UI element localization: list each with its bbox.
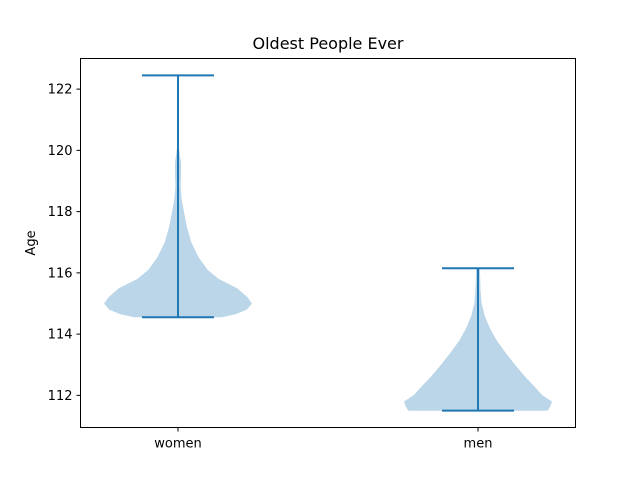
- y-tick-label: 112: [48, 389, 73, 404]
- y-tick-label: 114: [48, 328, 73, 343]
- y-axis-label: Age: [24, 230, 39, 255]
- y-axis: 112 114 116 118 120 122: [48, 83, 81, 404]
- x-tick-label: men: [464, 437, 493, 452]
- y-tick-label: 120: [48, 144, 73, 159]
- x-tick-label: women: [154, 437, 202, 452]
- chart-title: Oldest People Ever: [253, 34, 404, 53]
- y-tick-label: 118: [48, 205, 73, 220]
- x-axis: women men: [154, 427, 493, 452]
- plot-area: [104, 74, 552, 412]
- y-tick-label: 122: [48, 83, 73, 98]
- axes-frame: [80, 58, 576, 428]
- y-tick-label: 116: [48, 266, 73, 281]
